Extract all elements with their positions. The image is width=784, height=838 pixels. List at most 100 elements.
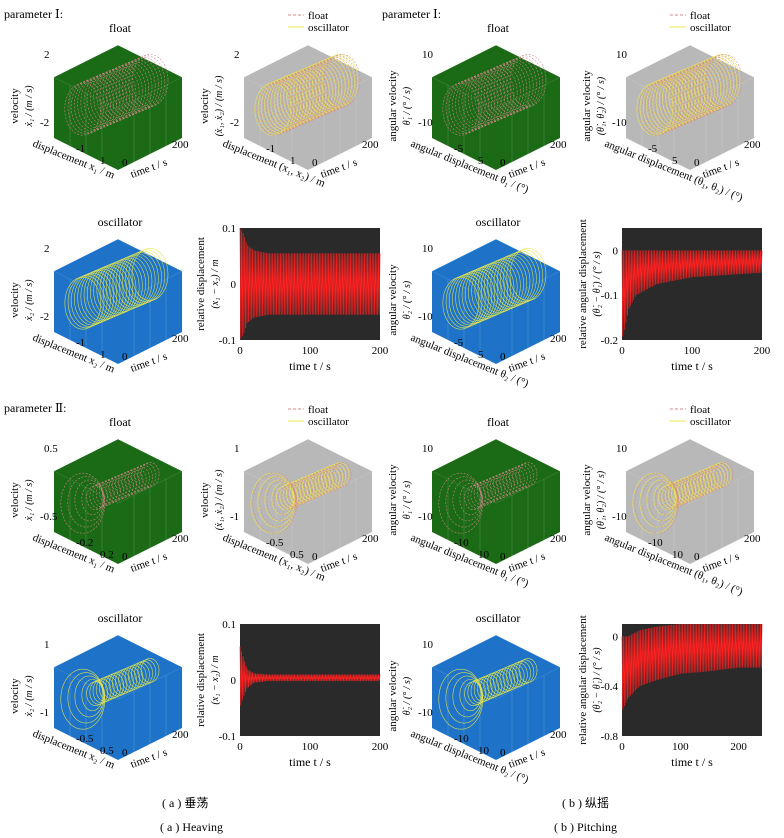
plot-face-left xyxy=(626,471,690,564)
trajectory-loop xyxy=(323,54,361,107)
trajectory-loop xyxy=(111,670,131,696)
trajectory-loop xyxy=(89,484,109,509)
trajectory-loop xyxy=(74,675,104,718)
z-tick-bottom: -2 xyxy=(40,311,49,323)
trajectory-loop xyxy=(676,478,695,504)
trajectory-loop xyxy=(518,462,538,487)
panel-title: oscillator xyxy=(476,611,521,625)
trajectory-loop xyxy=(303,474,323,500)
trajectory-loop xyxy=(663,484,683,509)
trajectory-loop xyxy=(477,67,515,121)
trajectory-loop xyxy=(667,70,704,124)
trajectory-loop xyxy=(500,58,537,111)
trajectory-loop xyxy=(496,59,534,113)
y-tick: 0 xyxy=(500,747,506,759)
plot-face-right xyxy=(496,471,560,564)
trajectory-loop xyxy=(77,77,114,131)
panel-0-heaving-1 xyxy=(244,14,372,170)
trajectory-loop xyxy=(682,475,702,501)
caption-b-english: ( b ) Pitching xyxy=(554,820,617,834)
group-label: parameter Ⅰ: xyxy=(4,7,63,21)
trajectory-loop xyxy=(506,55,544,109)
x-tick-label: 100 xyxy=(684,345,701,357)
trajectory-loop xyxy=(86,485,105,511)
trajectory-loop xyxy=(644,80,682,133)
x-tick: -5 xyxy=(454,337,464,349)
x-tick-label: 200 xyxy=(730,741,747,753)
trajectory-loop xyxy=(489,670,509,696)
trajectory-loop xyxy=(651,77,688,131)
y-tick-label: -0.4 xyxy=(601,681,619,693)
trajectory-loop xyxy=(307,60,345,114)
trajectory-loop xyxy=(99,479,118,505)
z-axis-symbol: (ẋ₁, ẋ₂) / (m / s) xyxy=(214,75,225,136)
z-tick-top: 0.5 xyxy=(44,443,58,455)
z-axis-symbol: ẋ₁ / (m / s) xyxy=(24,85,35,128)
x-axis-label: time t / s xyxy=(671,359,713,373)
relative-series-line xyxy=(621,623,763,710)
trajectory-loop xyxy=(294,478,313,504)
trajectory-loop xyxy=(705,54,743,107)
plot-face-right xyxy=(496,77,560,170)
group-label: parameter Ⅱ: xyxy=(4,401,66,415)
y-tick: 0 xyxy=(500,157,506,169)
trajectory-loop xyxy=(252,472,298,534)
plot-face-left xyxy=(54,471,118,564)
plot-face-right xyxy=(308,471,372,564)
trajectory-loop xyxy=(512,660,531,686)
trajectory-loop xyxy=(464,73,502,126)
trajectory-loop xyxy=(660,73,698,126)
trajectory-loop xyxy=(502,468,522,494)
plot-face-left xyxy=(244,77,308,170)
trajectory-loop xyxy=(505,663,525,689)
panel-title: float xyxy=(487,415,510,429)
trajectory-loop xyxy=(102,66,140,120)
y-tick-label: 0 xyxy=(613,245,619,257)
trajectory-loop xyxy=(509,466,528,491)
plot-face-left xyxy=(54,271,118,364)
legend-oscillator-label: oscillator xyxy=(690,22,731,34)
trajectory-loop xyxy=(698,468,718,494)
y-axis-label: relative angular displacement xyxy=(577,219,589,349)
trajectory-loop xyxy=(657,74,695,128)
x-tick-label: 200 xyxy=(372,741,389,753)
panel-3-pitching-0 xyxy=(432,635,560,760)
trajectory-loop xyxy=(515,659,535,685)
y-tick-label: 0 xyxy=(613,631,619,643)
trajectory-loop xyxy=(291,479,310,505)
relative-series-line xyxy=(621,250,763,337)
trajectory-loop xyxy=(489,474,509,500)
plot-face-left xyxy=(432,271,496,364)
trajectory-loop xyxy=(648,78,685,132)
trajectory-loop xyxy=(329,463,349,489)
trajectory-loop xyxy=(118,471,137,497)
trajectory-loop xyxy=(81,679,104,712)
trajectory-loop xyxy=(483,477,503,502)
legend-oscillator-label: oscillator xyxy=(308,416,349,428)
trajectory-loop xyxy=(448,80,486,133)
y-tick: 0 xyxy=(312,157,318,169)
trajectory-loop xyxy=(470,482,490,508)
trajectory-loop xyxy=(285,70,322,124)
z-axis-label: angular velocity xyxy=(387,70,399,142)
trajectory-loop xyxy=(291,67,329,121)
x-axis-label: time t / s xyxy=(289,755,331,769)
z-tick-bottom: -0.5 xyxy=(40,511,58,523)
legend-float-label: float xyxy=(308,10,328,22)
x-tick: 10 xyxy=(672,549,684,561)
trajectory-loop xyxy=(140,462,160,487)
trajectory-loop xyxy=(273,483,296,516)
y-axis-symbol: (θ̇₂ − θ̇₁) / (° / s) xyxy=(592,251,603,317)
trajectory-loop xyxy=(477,479,496,505)
panel-title: oscillator xyxy=(98,215,143,229)
trajectory-loop xyxy=(109,63,146,117)
x-tick: 1 xyxy=(290,155,296,167)
z-axis-symbol: (θ̇₁, θ̇₂) / (° / s) xyxy=(596,470,607,529)
plot-face-left xyxy=(432,471,496,564)
trajectory-loop xyxy=(278,73,316,126)
legend-float-label: float xyxy=(308,404,328,416)
trajectory-loop xyxy=(90,71,127,125)
y-tick: 0 xyxy=(312,551,318,563)
trajectory-loop xyxy=(496,471,515,497)
panel-3-heaving-0 xyxy=(54,635,182,760)
